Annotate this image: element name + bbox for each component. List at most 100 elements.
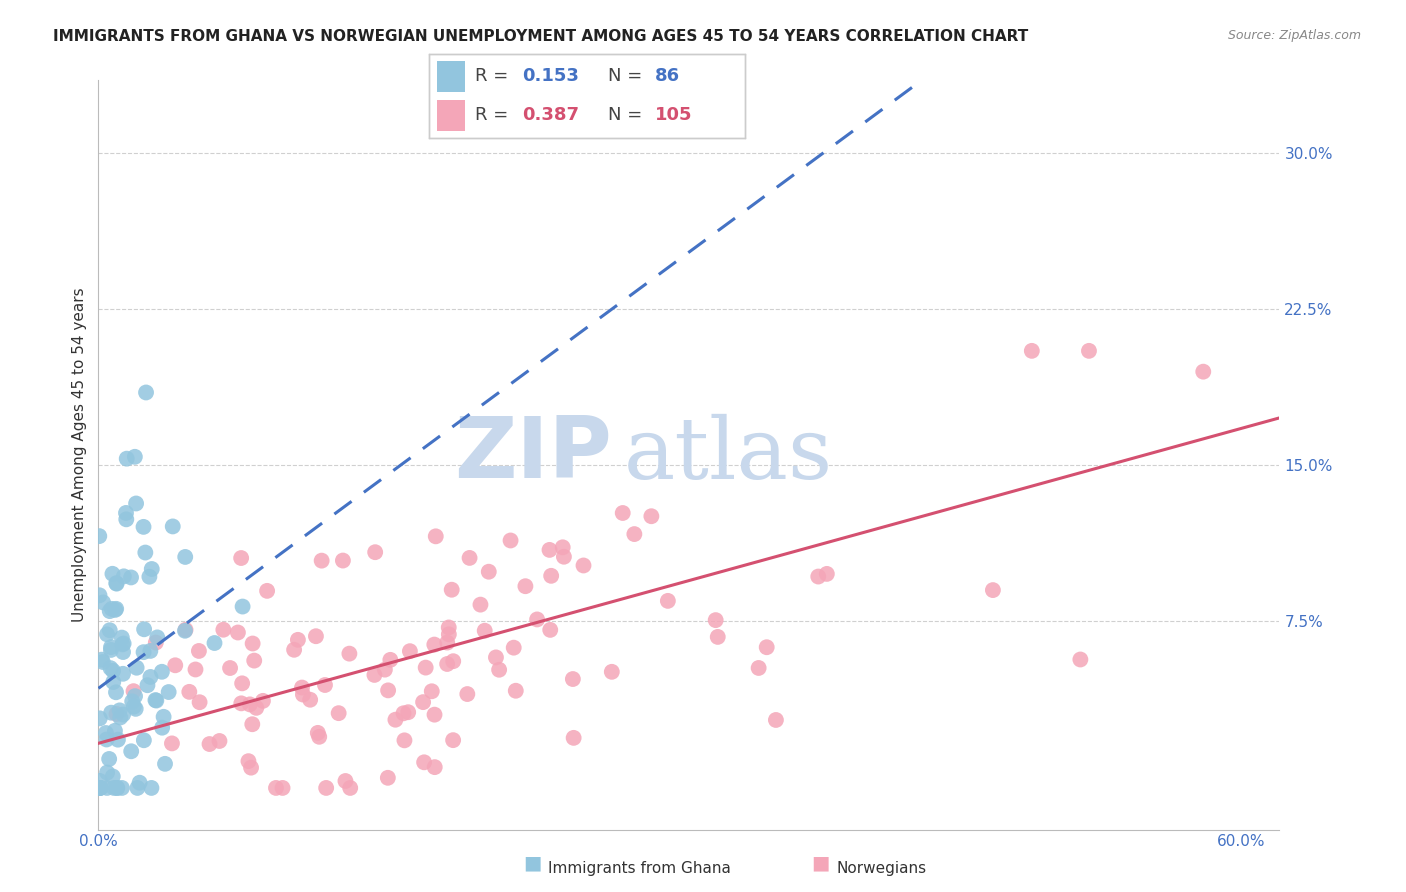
Point	[328, 706, 350, 721]
Point	[377, 683, 399, 698]
Point	[98, 624, 121, 638]
Point	[125, 661, 148, 675]
Point	[502, 640, 524, 655]
Point	[314, 678, 336, 692]
Point	[101, 566, 124, 581]
Point	[105, 602, 128, 616]
Point	[437, 620, 460, 634]
Point	[551, 541, 574, 555]
Point	[165, 658, 187, 673]
Text: atlas: atlas	[624, 413, 834, 497]
Point	[111, 631, 134, 645]
Text: Immigrants from Ghana: Immigrants from Ghana	[548, 861, 731, 876]
Point	[104, 603, 127, 617]
Point	[423, 707, 446, 722]
Point	[305, 629, 328, 643]
Point	[105, 706, 128, 721]
Point	[96, 732, 118, 747]
Point	[1069, 652, 1091, 666]
Point	[94, 726, 117, 740]
Point	[212, 623, 235, 637]
Point	[600, 665, 623, 679]
Point	[425, 529, 447, 543]
Point	[363, 668, 385, 682]
Text: N =: N =	[607, 68, 641, 86]
Point	[396, 705, 419, 719]
Point	[120, 744, 142, 758]
Point	[485, 650, 508, 665]
Point	[100, 602, 122, 616]
Point	[90, 653, 112, 667]
Point	[103, 675, 125, 690]
Point	[107, 732, 129, 747]
Point	[243, 654, 266, 668]
Point	[499, 533, 522, 548]
Point	[256, 583, 278, 598]
Point	[132, 733, 155, 747]
Text: 105: 105	[655, 106, 693, 124]
Point	[308, 730, 330, 744]
Point	[115, 512, 138, 526]
Point	[332, 553, 354, 567]
Point	[538, 542, 561, 557]
Point	[121, 694, 143, 708]
Point	[337, 647, 360, 661]
Point	[89, 780, 111, 795]
Point	[271, 780, 294, 795]
Point	[128, 775, 150, 789]
Point	[807, 569, 830, 583]
Point	[160, 736, 183, 750]
Point	[98, 752, 121, 766]
Point	[105, 576, 128, 591]
Point	[145, 635, 167, 649]
Point	[146, 631, 169, 645]
Point	[412, 695, 434, 709]
Text: Norwegians: Norwegians	[837, 861, 927, 876]
Point	[124, 450, 146, 464]
Point	[162, 519, 184, 533]
Point	[105, 780, 128, 795]
Point	[96, 765, 118, 780]
Point	[208, 734, 231, 748]
Point	[89, 529, 111, 543]
Point	[125, 702, 148, 716]
Point	[238, 754, 260, 768]
Point	[399, 644, 422, 658]
Point	[245, 701, 267, 715]
Point	[138, 570, 160, 584]
Point	[115, 451, 138, 466]
Point	[232, 599, 254, 614]
Point	[98, 604, 121, 618]
Point	[145, 693, 167, 707]
Point	[111, 780, 134, 795]
Point	[108, 703, 131, 717]
Point	[100, 640, 122, 654]
Point	[374, 663, 396, 677]
Point	[364, 545, 387, 559]
Point	[394, 733, 416, 747]
Point	[526, 612, 548, 626]
Point	[152, 710, 174, 724]
Point	[311, 554, 333, 568]
Point	[515, 579, 537, 593]
Point	[456, 687, 478, 701]
FancyBboxPatch shape	[437, 100, 465, 130]
Point	[112, 645, 135, 659]
Point	[1078, 343, 1101, 358]
Text: Source: ZipAtlas.com: Source: ZipAtlas.com	[1227, 29, 1361, 42]
Point	[384, 713, 406, 727]
Point	[132, 645, 155, 659]
Point	[89, 780, 111, 795]
Point	[706, 630, 728, 644]
Point	[441, 733, 464, 747]
Point	[392, 706, 415, 721]
Point	[505, 683, 527, 698]
Point	[231, 676, 253, 690]
Point	[101, 664, 124, 678]
Point	[657, 594, 679, 608]
Point	[104, 723, 127, 738]
Point	[174, 549, 197, 564]
Point	[184, 663, 207, 677]
Text: ZIP: ZIP	[454, 413, 612, 497]
Point	[105, 780, 128, 795]
